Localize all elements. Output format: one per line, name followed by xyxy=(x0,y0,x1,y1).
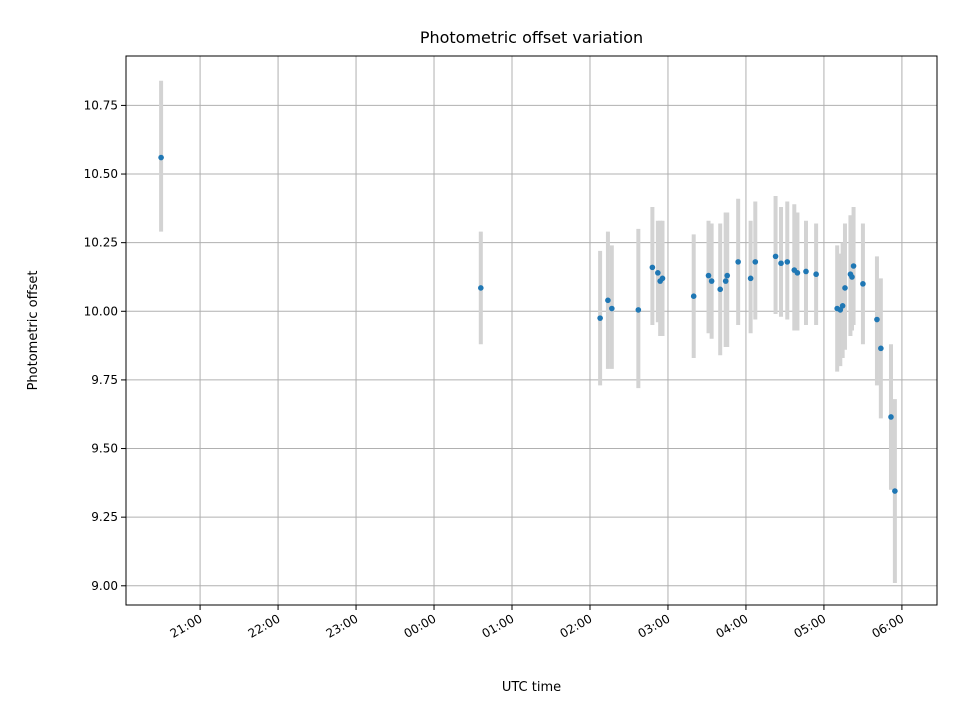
plot-frame xyxy=(125,55,938,606)
data-point xyxy=(659,275,666,282)
data-point xyxy=(794,270,801,276)
data-point xyxy=(597,315,603,321)
data-point xyxy=(605,297,611,304)
x-tick-label: 21:00 xyxy=(168,611,205,640)
x-tick-label: 03:00 xyxy=(636,611,673,640)
data-point xyxy=(778,260,784,267)
x-tick-label: 02:00 xyxy=(558,611,595,640)
data-point xyxy=(478,285,484,291)
y-tick-label: 10.75 xyxy=(84,98,118,112)
data-point xyxy=(690,293,697,299)
y-axis: 9.00 9.25 9.50 9.75 10.00 10.25 10.50 10.75 xyxy=(84,98,126,593)
y-tick-label: 10.50 xyxy=(84,167,118,181)
data-point xyxy=(655,270,661,276)
data-point xyxy=(609,305,615,312)
data-point xyxy=(705,272,712,279)
x-tick-label: 01:00 xyxy=(480,611,517,640)
data-point xyxy=(724,272,731,279)
data-point xyxy=(747,275,754,282)
data-point xyxy=(708,278,715,284)
data-point xyxy=(649,264,656,271)
x-tick-label: 23:00 xyxy=(324,611,361,640)
x-axis: 21:00 22:00 23:00 00:00 01:00 02:00 03:00 04:00… xyxy=(168,605,906,641)
data-point xyxy=(837,307,844,313)
data-points xyxy=(158,154,898,494)
data-point xyxy=(849,274,855,280)
data-point xyxy=(860,281,866,287)
chart-title: Photometric offset variation xyxy=(420,28,643,47)
data-point xyxy=(813,271,819,278)
y-tick-label: 10.25 xyxy=(84,236,118,250)
data-point xyxy=(635,307,642,313)
data-point xyxy=(784,259,791,265)
error-bars xyxy=(159,80,897,584)
y-tick-label: 10.00 xyxy=(84,304,118,318)
y-tick-label: 9.00 xyxy=(91,579,118,593)
y-tick-label: 9.25 xyxy=(91,510,118,524)
data-point xyxy=(842,285,848,291)
x-axis-label: UTC time xyxy=(502,680,561,695)
data-point xyxy=(717,286,724,293)
y-axis-label: Photometric offset xyxy=(26,271,41,391)
data-point xyxy=(878,345,884,352)
data-point xyxy=(874,316,880,323)
y-tick-label: 9.75 xyxy=(91,373,118,387)
x-tick-label: 05:00 xyxy=(791,611,828,640)
data-point xyxy=(888,414,894,420)
y-tick-label: 9.50 xyxy=(91,442,118,456)
data-point xyxy=(158,154,164,161)
data-point xyxy=(735,259,741,265)
data-point xyxy=(772,253,779,260)
data-point xyxy=(803,268,809,275)
data-point xyxy=(850,263,857,269)
data-point xyxy=(722,278,729,284)
grid xyxy=(126,56,937,605)
data-point xyxy=(839,302,846,309)
x-tick-label: 22:00 xyxy=(246,611,283,640)
data-point xyxy=(892,488,898,494)
x-tick-label: 04:00 xyxy=(713,611,750,640)
x-tick-label: 06:00 xyxy=(869,611,906,640)
data-point xyxy=(752,259,759,265)
x-tick-label: 00:00 xyxy=(402,611,439,640)
